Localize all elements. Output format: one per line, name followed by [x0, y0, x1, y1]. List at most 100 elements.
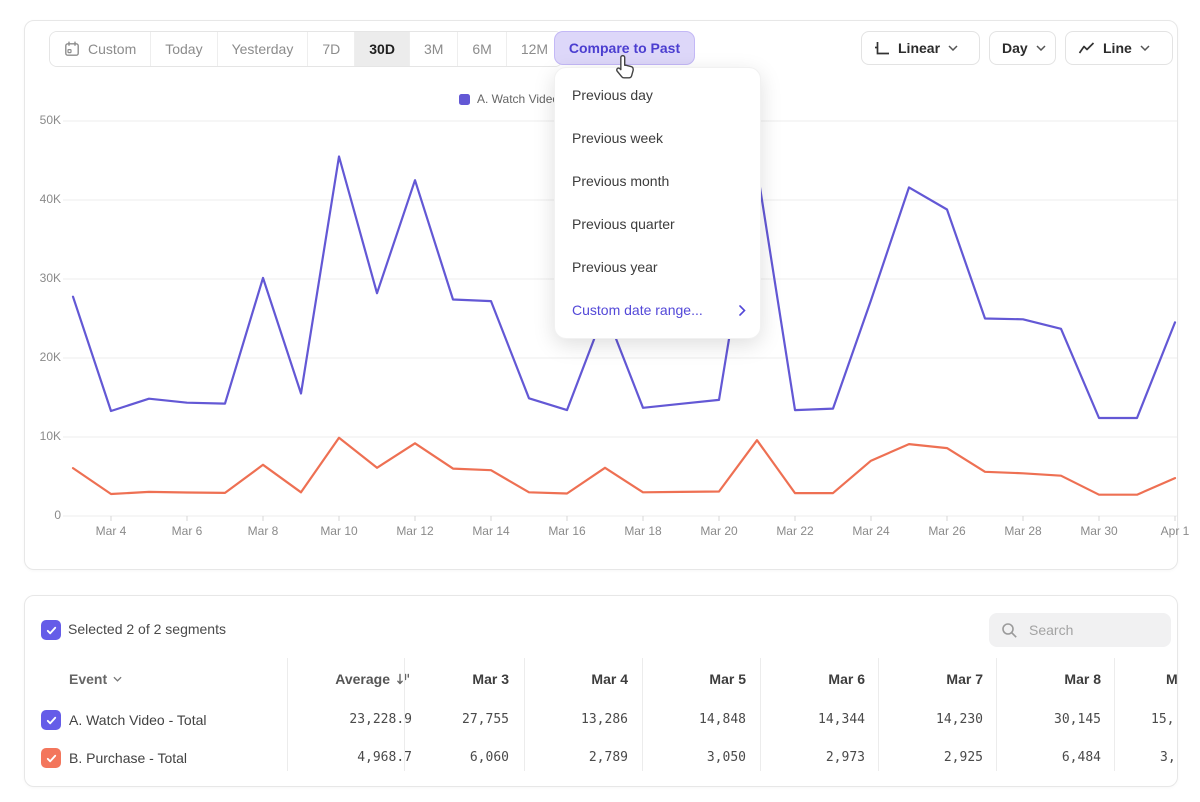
- y-axis-label-50K: 50K: [39, 113, 61, 127]
- calendar-icon: [65, 41, 79, 56]
- cell-purchase-mar-5: 3,050: [706, 750, 746, 765]
- cell-watch-video-mar-7: 14,230: [936, 712, 983, 727]
- menu-item-previous-day[interactable]: Previous day: [572, 87, 653, 103]
- range-button-label: Custom: [88, 41, 137, 57]
- x-axis-label-mar-16: Mar 16: [548, 524, 586, 538]
- average-column-header[interactable]: Average: [335, 671, 410, 687]
- event-column-header[interactable]: Event: [69, 671, 122, 687]
- scale-label: Linear: [898, 40, 941, 56]
- range-button-label: Yesterday: [231, 41, 294, 57]
- menu-item-custom-date-range[interactable]: Custom date range...: [555, 289, 760, 332]
- legend-swatch: [459, 93, 470, 105]
- search-icon: [1001, 622, 1018, 639]
- y-axis-label-10K: 10K: [39, 429, 61, 443]
- table-column-divider: [524, 658, 525, 771]
- x-axis-label-mar-22: Mar 22: [776, 524, 814, 538]
- granularity-label: Day: [1002, 40, 1028, 56]
- table-column-divider: [287, 658, 288, 771]
- cell-watch-video-mar-6: 14,344: [818, 712, 865, 727]
- range-button-label: 3M: [423, 41, 444, 57]
- chevron-down-icon: [1140, 45, 1150, 51]
- x-axis-label-mar-20: Mar 20: [700, 524, 738, 538]
- segment-search-box: [989, 613, 1171, 647]
- menu-item-previous-quarter[interactable]: Previous quarter: [572, 216, 675, 232]
- x-axis-label-mar-12: Mar 12: [396, 524, 434, 538]
- range-button-yesterday[interactable]: Yesterday: [216, 32, 308, 66]
- chevron-down-icon: [113, 676, 122, 682]
- series-line-a-watch-video-total: [71, 155, 1177, 420]
- scale-selector-button[interactable]: Linear: [861, 31, 980, 65]
- compare-to-past-menu: Previous day Previous week Previous month P…: [554, 67, 761, 339]
- row-checkbox-watch-video[interactable]: [41, 710, 61, 730]
- cell-purchase-mar-7: 2,925: [943, 750, 983, 765]
- x-axis-label-mar-28: Mar 28: [1004, 524, 1042, 538]
- row-label-watch-video[interactable]: A. Watch Video - Total: [69, 712, 207, 728]
- row-checkbox-purchase[interactable]: [41, 748, 61, 768]
- table-column-divider: [760, 658, 761, 771]
- cell-purchase-clipped: 3,: [1160, 750, 1176, 765]
- table-column-divider: [1114, 658, 1115, 771]
- x-axis-label-mar-24: Mar 24: [852, 524, 890, 538]
- date-range-group: Custom Today Yesterday 7D 30D 3M 6M 12M: [49, 31, 564, 67]
- menu-item-previous-month[interactable]: Previous month: [572, 173, 670, 189]
- range-button-12m[interactable]: 12M: [505, 32, 563, 66]
- compare-to-past-button[interactable]: Compare to Past: [554, 31, 695, 65]
- checkmark-icon: [46, 626, 56, 634]
- range-button-label: 30D: [369, 41, 395, 57]
- x-axis-label-mar-18: Mar 18: [624, 524, 662, 538]
- menu-item-previous-year[interactable]: Previous year: [572, 259, 658, 275]
- x-axis-label-mar-30: Mar 30: [1080, 524, 1118, 538]
- date-column-header-mar-4[interactable]: Mar 4: [591, 671, 628, 687]
- date-column-header-mar-8[interactable]: Mar 8: [1064, 671, 1101, 687]
- select-all-checkbox[interactable]: [41, 620, 61, 640]
- average-value-watch-video: 23,228.9: [349, 712, 412, 727]
- granularity-selector-button[interactable]: Day: [989, 31, 1056, 65]
- cell-purchase-mar-6: 2,973: [825, 750, 865, 765]
- row-label-purchase[interactable]: B. Purchase - Total: [69, 750, 188, 766]
- menu-item-previous-week[interactable]: Previous week: [572, 130, 664, 146]
- date-column-header-mar-5[interactable]: Mar 5: [709, 671, 746, 687]
- table-column-divider: [878, 658, 879, 771]
- date-column-header-mar-6[interactable]: Mar 6: [828, 671, 865, 687]
- date-column-header-mar-3[interactable]: Mar 3: [472, 671, 509, 687]
- cell-watch-video-clipped: 15,: [1151, 712, 1175, 727]
- x-axis-label-apr-1: Apr 1: [1160, 524, 1190, 538]
- x-axis-label-mar-14: Mar 14: [472, 524, 510, 538]
- selected-segments-label: Selected 2 of 2 segments: [68, 621, 226, 637]
- range-button-label: Today: [165, 41, 203, 57]
- cell-watch-video-mar-5: 14,848: [699, 712, 746, 727]
- y-axis-label-20K: 20K: [39, 350, 61, 364]
- table-column-divider: [642, 658, 643, 771]
- date-column-header-clipped: M: [1166, 671, 1178, 687]
- range-button-label: 12M: [520, 41, 549, 57]
- chart-type-selector-button[interactable]: Line: [1065, 31, 1173, 65]
- chevron-right-icon: [739, 305, 746, 316]
- cell-watch-video-mar-3: 27,755: [462, 712, 509, 727]
- x-axis-label-mar-8: Mar 8: [247, 524, 279, 538]
- average-header-label: Average: [335, 671, 390, 687]
- x-axis-label-mar-26: Mar 26: [928, 524, 966, 538]
- cell-purchase-mar-3: 6,060: [469, 750, 509, 765]
- table-column-divider: [404, 658, 405, 771]
- series-line-b-purchase-total: [71, 436, 1177, 496]
- range-button-30d[interactable]: 30D: [354, 32, 409, 66]
- search-input[interactable]: [1027, 621, 1151, 639]
- table-column-divider: [996, 658, 997, 771]
- date-column-header-mar-7[interactable]: Mar 7: [946, 671, 983, 687]
- chevron-down-icon: [948, 45, 958, 51]
- checkmark-icon: [46, 754, 56, 762]
- chevron-down-icon: [1036, 45, 1046, 51]
- range-button-custom[interactable]: Custom: [50, 32, 151, 66]
- line-chart-icon: [1078, 41, 1095, 55]
- range-button-3m[interactable]: 3M: [408, 32, 458, 66]
- range-button-label: 7D: [322, 41, 341, 57]
- checkmark-icon: [46, 716, 56, 724]
- y-axis-label-0: 0: [54, 508, 61, 522]
- range-button-today[interactable]: Today: [150, 32, 217, 66]
- chart-type-label: Line: [1103, 40, 1132, 56]
- range-button-6m[interactable]: 6M: [457, 32, 506, 66]
- x-axis-label-mar-6: Mar 6: [171, 524, 203, 538]
- range-button-7d[interactable]: 7D: [307, 32, 355, 66]
- chart-card: Custom Today Yesterday 7D 30D 3M 6M 12M Linear …: [24, 20, 1189, 570]
- event-header-label: Event: [69, 671, 108, 687]
